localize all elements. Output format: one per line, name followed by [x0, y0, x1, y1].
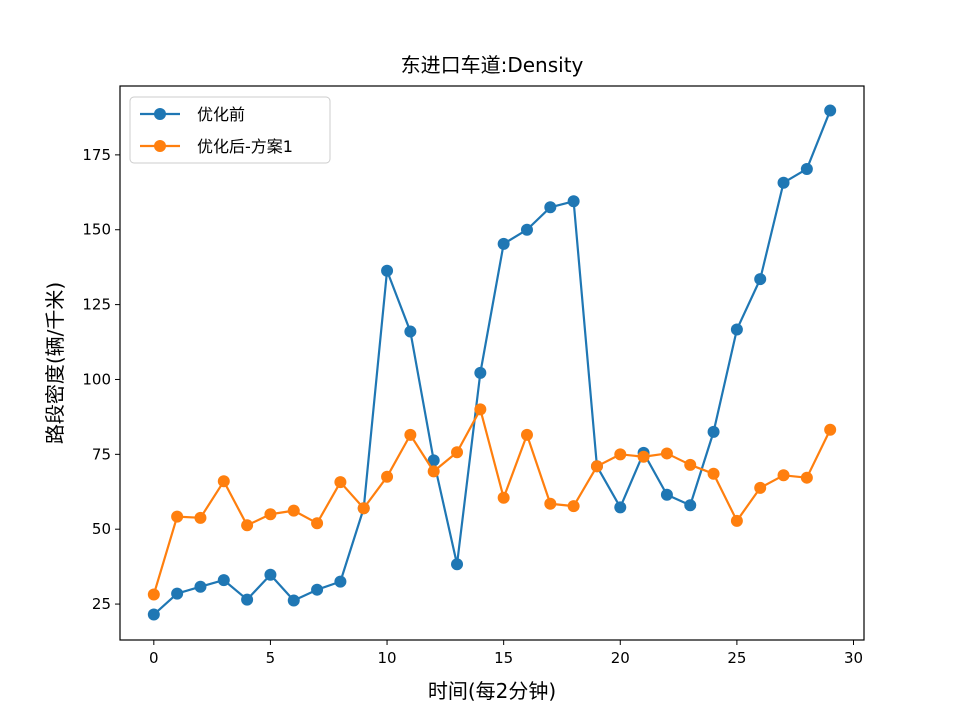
legend-marker-2 — [154, 140, 166, 152]
data-point-s1 — [474, 366, 487, 379]
data-point-s2 — [427, 465, 440, 478]
data-point-s1 — [800, 162, 813, 175]
y-tick-label: 175 — [82, 146, 111, 164]
data-point-s2 — [287, 504, 300, 517]
data-point-s2 — [754, 481, 767, 494]
data-point-s2 — [474, 403, 487, 416]
data-point-s2 — [264, 508, 277, 521]
data-point-s1 — [264, 568, 277, 581]
data-point-s2 — [614, 448, 627, 461]
y-axis-label: 路段密度(辆/千米) — [43, 282, 67, 444]
data-point-s2 — [171, 510, 184, 523]
x-tick-label: 20 — [611, 649, 630, 667]
y-tick-label: 100 — [82, 370, 111, 388]
data-point-s2 — [637, 450, 650, 463]
x-tick-label: 25 — [727, 649, 746, 667]
data-point-s1 — [451, 558, 464, 571]
data-point-s1 — [567, 195, 580, 208]
data-point-s1 — [684, 499, 697, 512]
data-point-s1 — [334, 575, 347, 588]
data-point-s2 — [404, 428, 417, 441]
chart-title: 东进口车道:Density — [401, 53, 584, 77]
x-tick-label: 5 — [266, 649, 276, 667]
data-point-s1 — [404, 325, 417, 338]
x-tick-label: 15 — [494, 649, 513, 667]
data-point-s2 — [660, 447, 673, 460]
data-point-s1 — [614, 501, 627, 514]
data-point-s1 — [777, 176, 790, 189]
x-tick-label: 10 — [378, 649, 397, 667]
data-point-s1 — [754, 273, 767, 286]
data-point-s2 — [730, 514, 743, 527]
data-point-s1 — [217, 574, 230, 587]
y-tick-label: 75 — [92, 445, 111, 463]
data-point-s1 — [520, 223, 533, 236]
y-tick-label: 125 — [82, 296, 111, 314]
data-point-s1 — [427, 454, 440, 467]
data-point-s2 — [520, 428, 533, 441]
data-point-s2 — [567, 500, 580, 513]
y-tick-label: 150 — [82, 221, 111, 239]
data-point-s1 — [381, 264, 394, 277]
y-tick-label: 25 — [92, 595, 111, 613]
data-point-s1 — [194, 580, 207, 593]
data-point-s2 — [241, 519, 254, 532]
data-point-s2 — [194, 511, 207, 524]
data-point-s1 — [730, 323, 743, 336]
data-point-s2 — [147, 588, 160, 601]
x-tick-label: 0 — [149, 649, 159, 667]
data-point-s2 — [311, 517, 324, 530]
data-point-s1 — [707, 425, 720, 438]
data-point-s1 — [241, 593, 254, 606]
plot-area: 0 5 10 15 20 25 30 25 50 75 100 125 150 175 — [82, 85, 865, 667]
data-point-s1 — [497, 237, 510, 250]
legend-label-2: 优化后-方案1 — [197, 137, 293, 156]
axes-frame — [119, 85, 865, 641]
data-point-s2 — [544, 497, 557, 510]
data-point-s1 — [287, 594, 300, 607]
data-point-s2 — [824, 423, 837, 436]
data-point-s1 — [311, 583, 324, 596]
legend-label-1: 优化前 — [197, 105, 245, 124]
data-point-s1 — [544, 201, 557, 214]
x-axis-label: 时间(每2分钟) — [428, 679, 556, 703]
data-point-s2 — [451, 446, 464, 459]
data-point-s2 — [334, 476, 347, 489]
data-point-s2 — [217, 475, 230, 488]
legend-marker-1 — [154, 108, 166, 120]
data-point-s1 — [147, 608, 160, 621]
data-point-s2 — [590, 460, 603, 473]
data-point-s2 — [684, 458, 697, 471]
data-point-s2 — [800, 471, 813, 484]
data-point-s1 — [660, 488, 673, 501]
data-point-s2 — [707, 467, 720, 480]
x-tick-label: 30 — [844, 649, 863, 667]
data-point-s1 — [824, 104, 837, 117]
data-point-s2 — [777, 469, 790, 482]
y-tick-label: 50 — [92, 520, 111, 538]
data-point-s1 — [171, 587, 184, 600]
data-point-s2 — [497, 491, 510, 504]
data-point-s2 — [381, 470, 394, 483]
data-point-s2 — [357, 502, 370, 515]
